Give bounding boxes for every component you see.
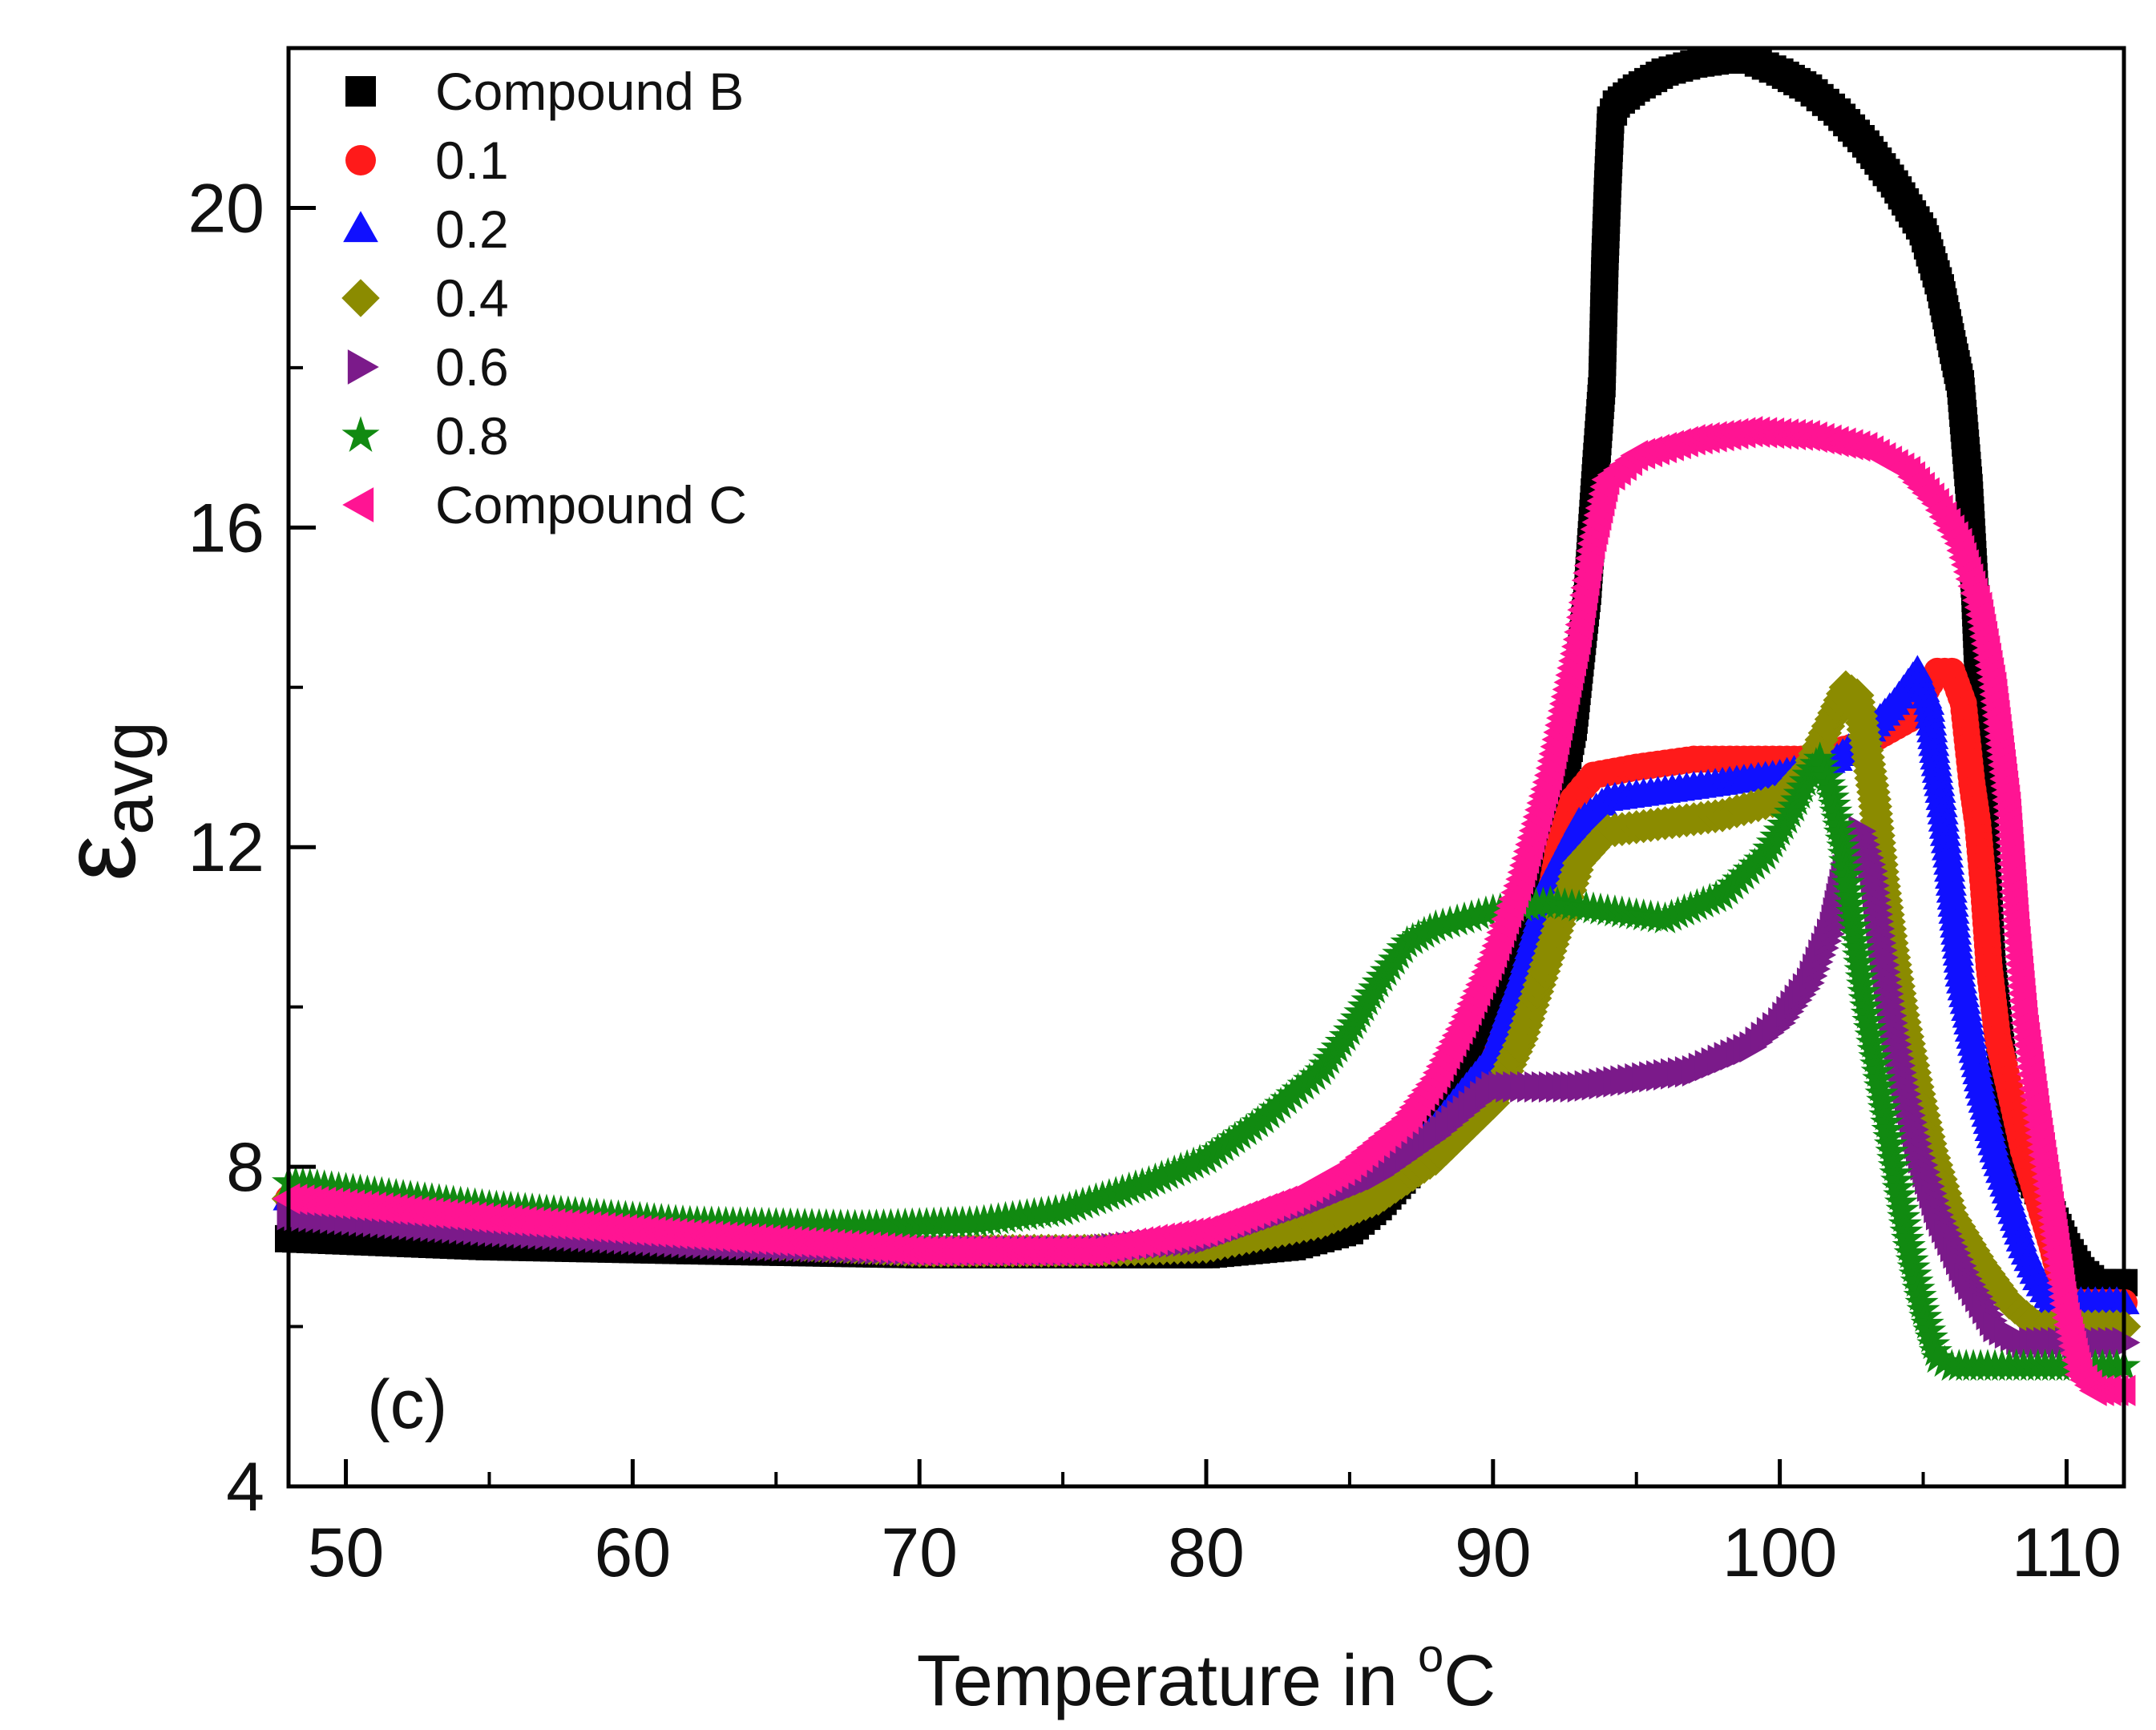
legend-entry: Compound B	[345, 62, 744, 121]
x-tick-label: 60	[595, 1514, 672, 1591]
panel-label: (c)	[367, 1366, 447, 1443]
series-compound-b	[275, 46, 2138, 1296]
series-layer	[271, 46, 2142, 1406]
legend-label: 0.2	[435, 200, 509, 259]
y-tick-label: 8	[226, 1129, 264, 1206]
x-tick-label: 100	[1722, 1514, 1838, 1591]
legend-label: Compound C	[435, 475, 747, 534]
legend-label: Compound B	[435, 62, 744, 121]
x-tick-label: 110	[2012, 1514, 2122, 1591]
legend-marker	[341, 279, 380, 317]
axes-layer: 50 60 70 80 90 100 110 4 8 12 16 20	[188, 170, 2122, 1591]
x-tick-label: 50	[308, 1514, 385, 1591]
legend-label: 0.8	[435, 406, 509, 466]
legend-label: 0.6	[435, 337, 509, 397]
x-tick-label: 70	[881, 1514, 958, 1591]
x-axis-title-sup: o	[1418, 1630, 1443, 1682]
legend-marker	[342, 487, 374, 522]
x-axis-title-unit: C	[1443, 1641, 1496, 1721]
y-axis-title-main: ε	[40, 835, 157, 881]
data-point	[1920, 1341, 1955, 1373]
legend-entry: 0.6	[347, 337, 509, 397]
x-tick-label: 90	[1455, 1514, 1532, 1591]
y-axis-title-sub: avg	[88, 721, 168, 835]
series-compound-c	[272, 416, 2136, 1406]
y-axis-title: εavg	[40, 721, 168, 881]
legend-marker	[345, 145, 376, 175]
legend-entry: 0.1	[345, 131, 509, 190]
y-tick-label: 16	[188, 490, 264, 567]
legend-label: 0.4	[435, 268, 509, 328]
legend-entry: 0.2	[343, 200, 509, 259]
legend-marker	[345, 76, 376, 107]
x-axis-title-main: Temperature in	[917, 1641, 1418, 1721]
legend-entry: 0.4	[341, 268, 509, 328]
x-axis-title: Temperature in oC	[917, 1630, 1496, 1721]
legend-marker	[343, 211, 378, 243]
legend: Compound B 0.1 0.2 0.4 0.6 0.8 Compound C	[341, 62, 747, 534]
x-tick-label: 80	[1168, 1514, 1245, 1591]
data-point	[2112, 1326, 2141, 1359]
data-point	[2107, 1374, 2136, 1406]
legend-entry: 0.8	[341, 406, 509, 466]
y-tick-label: 12	[188, 809, 264, 886]
data-point	[1928, 1345, 1962, 1377]
y-tick-label: 4	[226, 1449, 264, 1526]
legend-marker	[347, 349, 379, 385]
legend-entry: Compound C	[342, 475, 747, 534]
legend-marker	[341, 416, 380, 452]
y-tick-label: 20	[188, 170, 264, 247]
legend-label: 0.1	[435, 131, 509, 190]
